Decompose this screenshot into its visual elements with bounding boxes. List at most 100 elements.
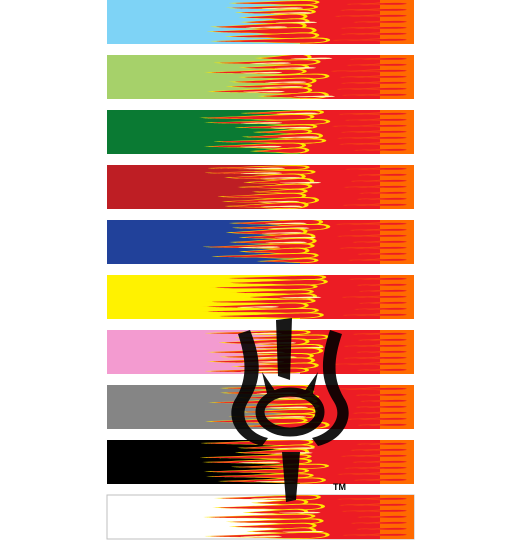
flame-lick-core (334, 124, 407, 127)
flame-lick-core (349, 2, 407, 5)
flame-lick-core (353, 179, 407, 182)
flame-lick-core (359, 197, 407, 200)
flame-lick-core (346, 466, 407, 469)
flame-lick-core (341, 142, 407, 145)
flame-lick-core (342, 503, 407, 506)
flame-lick-core (362, 191, 407, 194)
flame-lick (223, 193, 303, 199)
flame-lick-core (333, 69, 407, 72)
flame-lick-core (357, 307, 407, 310)
flame-lick (219, 60, 317, 65)
flame-lick-core (358, 405, 407, 408)
flame-strip-stack (106, 0, 415, 540)
flame-lick-core (356, 20, 407, 23)
flame-lick (258, 130, 309, 134)
flame-lick-core (352, 57, 407, 60)
flame-lick (244, 14, 304, 20)
flame-lick-core (342, 246, 407, 249)
emblem-left-arm (231, 330, 268, 446)
flame-highlight (261, 86, 304, 88)
flame-lick-core (343, 32, 407, 35)
flame-lick-core (335, 362, 407, 365)
flame-strip-dark-red (107, 165, 414, 209)
flame-lick-core (356, 478, 407, 481)
flame-lick-core (335, 38, 407, 41)
flame-highlight (276, 112, 318, 115)
flame-lick (214, 285, 314, 290)
flame-lick-core (353, 521, 407, 524)
flame-lick (256, 500, 305, 505)
flame-highlight (250, 497, 293, 500)
emblem-right-arm (312, 330, 349, 446)
flame-highlight (264, 416, 306, 418)
flame-lick (209, 469, 306, 473)
flame-lick (210, 119, 327, 125)
flame-lick-core (343, 130, 407, 133)
flame-lick (218, 504, 322, 510)
flame-lick-core (346, 344, 407, 347)
flame-lick-core (350, 258, 407, 261)
flame-highlight (238, 461, 281, 464)
emblem-stem (282, 452, 300, 502)
flame-highlight (293, 95, 335, 98)
flame-lick-core (353, 448, 407, 451)
flame-lick (234, 523, 313, 529)
flame-lick-core (361, 301, 407, 304)
flame-lick-core (344, 93, 407, 96)
flame-highlight (265, 241, 307, 244)
flame-highlight (239, 145, 282, 148)
emblem-watermark (231, 318, 349, 502)
emblem-right-claw (304, 372, 318, 398)
flame-lick-core (339, 87, 407, 90)
flame-lick (209, 514, 312, 519)
flame-strip-blue (107, 220, 414, 264)
flame-highlight (259, 177, 302, 179)
flame-group (199, 110, 414, 154)
flame-lick-core (345, 313, 407, 316)
flame-lick (235, 290, 310, 294)
flame-lick (243, 184, 309, 189)
flame-lick (234, 0, 316, 5)
flame-group (204, 55, 414, 99)
flame-group (206, 0, 414, 44)
flame-highlight (261, 232, 304, 234)
flame-lick-core (340, 472, 407, 475)
flame-group (200, 275, 414, 319)
emblem-center-spike (276, 318, 292, 380)
flame-lick (236, 464, 326, 469)
flame-highlight (240, 122, 283, 124)
flame-lick-core (342, 8, 407, 11)
flame-lick (255, 148, 306, 153)
flame-highlight (279, 181, 322, 184)
flame-lick (230, 33, 316, 39)
flame-lick-core (346, 356, 407, 359)
flame-highlight (238, 246, 280, 248)
flame-highlight (290, 57, 333, 60)
flame-lick-core (356, 148, 407, 151)
flame-lick (210, 170, 312, 175)
flame-lick (206, 303, 305, 309)
flame-lick (230, 280, 324, 285)
flame-highlight (274, 67, 316, 69)
emblem-ring (255, 387, 325, 437)
flame-lick (212, 88, 309, 94)
flame-lick-core (341, 112, 407, 115)
flame-lick-core (333, 387, 407, 390)
flame-lick (218, 139, 323, 143)
flame-lick-core (359, 442, 407, 445)
flame-lick (205, 455, 308, 459)
flame-lick-core (346, 185, 407, 188)
flame-lick-core (360, 423, 407, 426)
flame-lick-core (339, 136, 407, 139)
flame-lick-core (350, 417, 407, 420)
flame-highlight (261, 7, 304, 9)
flame-lick-core (359, 527, 407, 530)
flame-highlight (240, 535, 282, 538)
flame-lick-core (358, 393, 407, 396)
flame-lick-core (355, 460, 407, 463)
flame-lick-core (355, 332, 407, 335)
flame-strip-pink (107, 330, 414, 374)
flame-lick (212, 28, 313, 34)
flame-lick-core (344, 509, 407, 512)
